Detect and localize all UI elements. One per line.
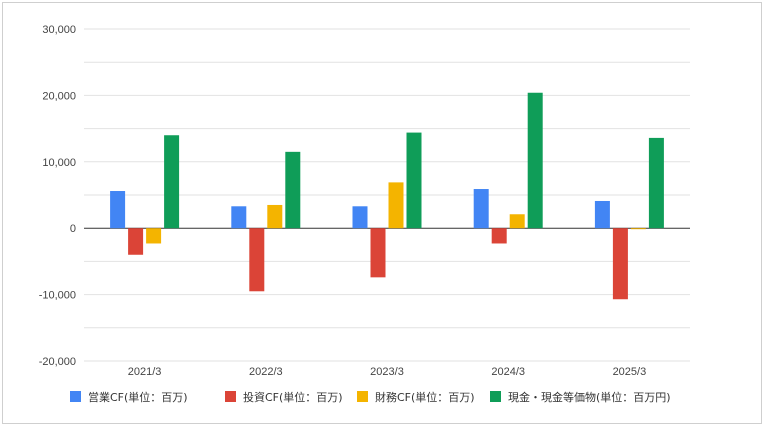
bar xyxy=(527,92,543,229)
chart-frame xyxy=(2,2,762,424)
bar xyxy=(110,191,126,229)
bar xyxy=(612,228,628,300)
y-tick-label: 10,000 xyxy=(42,157,76,169)
y-tick-label: -10,000 xyxy=(39,290,76,302)
bar xyxy=(630,228,646,230)
bar xyxy=(164,135,180,229)
legend-swatch xyxy=(225,391,236,402)
x-tick-label: 2021/3 xyxy=(128,366,162,378)
legend-swatch xyxy=(357,391,368,402)
bar xyxy=(146,228,162,244)
bar xyxy=(388,182,404,229)
bar xyxy=(406,132,422,229)
bar xyxy=(509,214,525,229)
legend: 営業CF(単位：百万) 投資CF(単位：百万) 財務CF(単位：百万) 現金・現金等価… xyxy=(70,390,671,404)
bar xyxy=(491,228,507,244)
bar xyxy=(231,206,247,229)
bars xyxy=(110,92,664,300)
legend-label: 投資CF(単位：百万) xyxy=(243,390,343,404)
x-tick-label: 2023/3 xyxy=(370,366,404,378)
y-tick-label: 0 xyxy=(70,223,76,235)
bar xyxy=(648,137,664,229)
y-tick-label: 30,000 xyxy=(42,24,76,36)
bar xyxy=(594,200,610,229)
y-tick-label: 20,000 xyxy=(42,90,76,102)
x-tick-label: 2022/3 xyxy=(249,366,283,378)
gridlines xyxy=(84,28,690,362)
x-axis-ticks: 2021/3 2022/3 2023/3 2024/3 2025/3 xyxy=(128,366,646,378)
legend-swatch xyxy=(490,391,501,402)
bar xyxy=(128,228,144,255)
legend-label: 営業CF(単位：百万) xyxy=(88,390,188,404)
x-tick-label: 2025/3 xyxy=(613,366,647,378)
bar xyxy=(285,151,301,229)
legend-swatch xyxy=(70,391,81,402)
bar xyxy=(473,189,489,229)
bar xyxy=(267,204,283,229)
y-axis-ticks: 30,000 20,000 10,000 0 -10,000 -20,000 xyxy=(39,24,76,368)
legend-label: 現金・現金等価物(単位：百万円) xyxy=(508,390,671,404)
x-tick-label: 2024/3 xyxy=(491,366,525,378)
bar xyxy=(370,228,386,278)
legend-label: 財務CF(単位：百万) xyxy=(375,390,475,404)
bar xyxy=(352,206,368,229)
bar xyxy=(249,228,265,292)
y-tick-label: -20,000 xyxy=(39,356,76,368)
